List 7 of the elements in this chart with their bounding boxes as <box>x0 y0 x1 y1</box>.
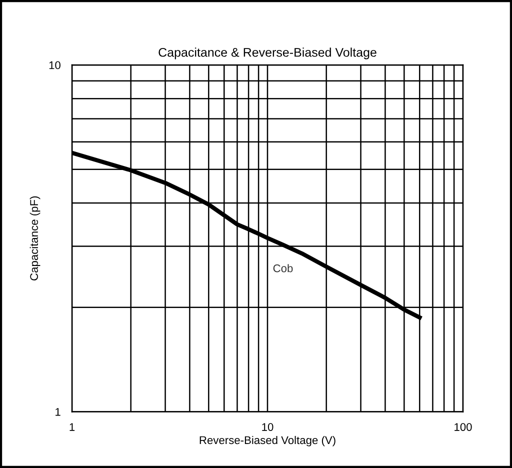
x-axis-title: Reverse-Biased Voltage (V) <box>200 436 336 446</box>
series-label: Cob <box>273 264 293 272</box>
x-tick-label: 10 <box>262 423 274 431</box>
y-axis-title: Capacitance (pF) <box>30 196 40 280</box>
chart-title: Capacitance & Reverse-Biased Voltage <box>158 48 376 60</box>
x-tick-label: 100 <box>454 423 472 431</box>
x-tick-label: 1 <box>70 423 75 431</box>
